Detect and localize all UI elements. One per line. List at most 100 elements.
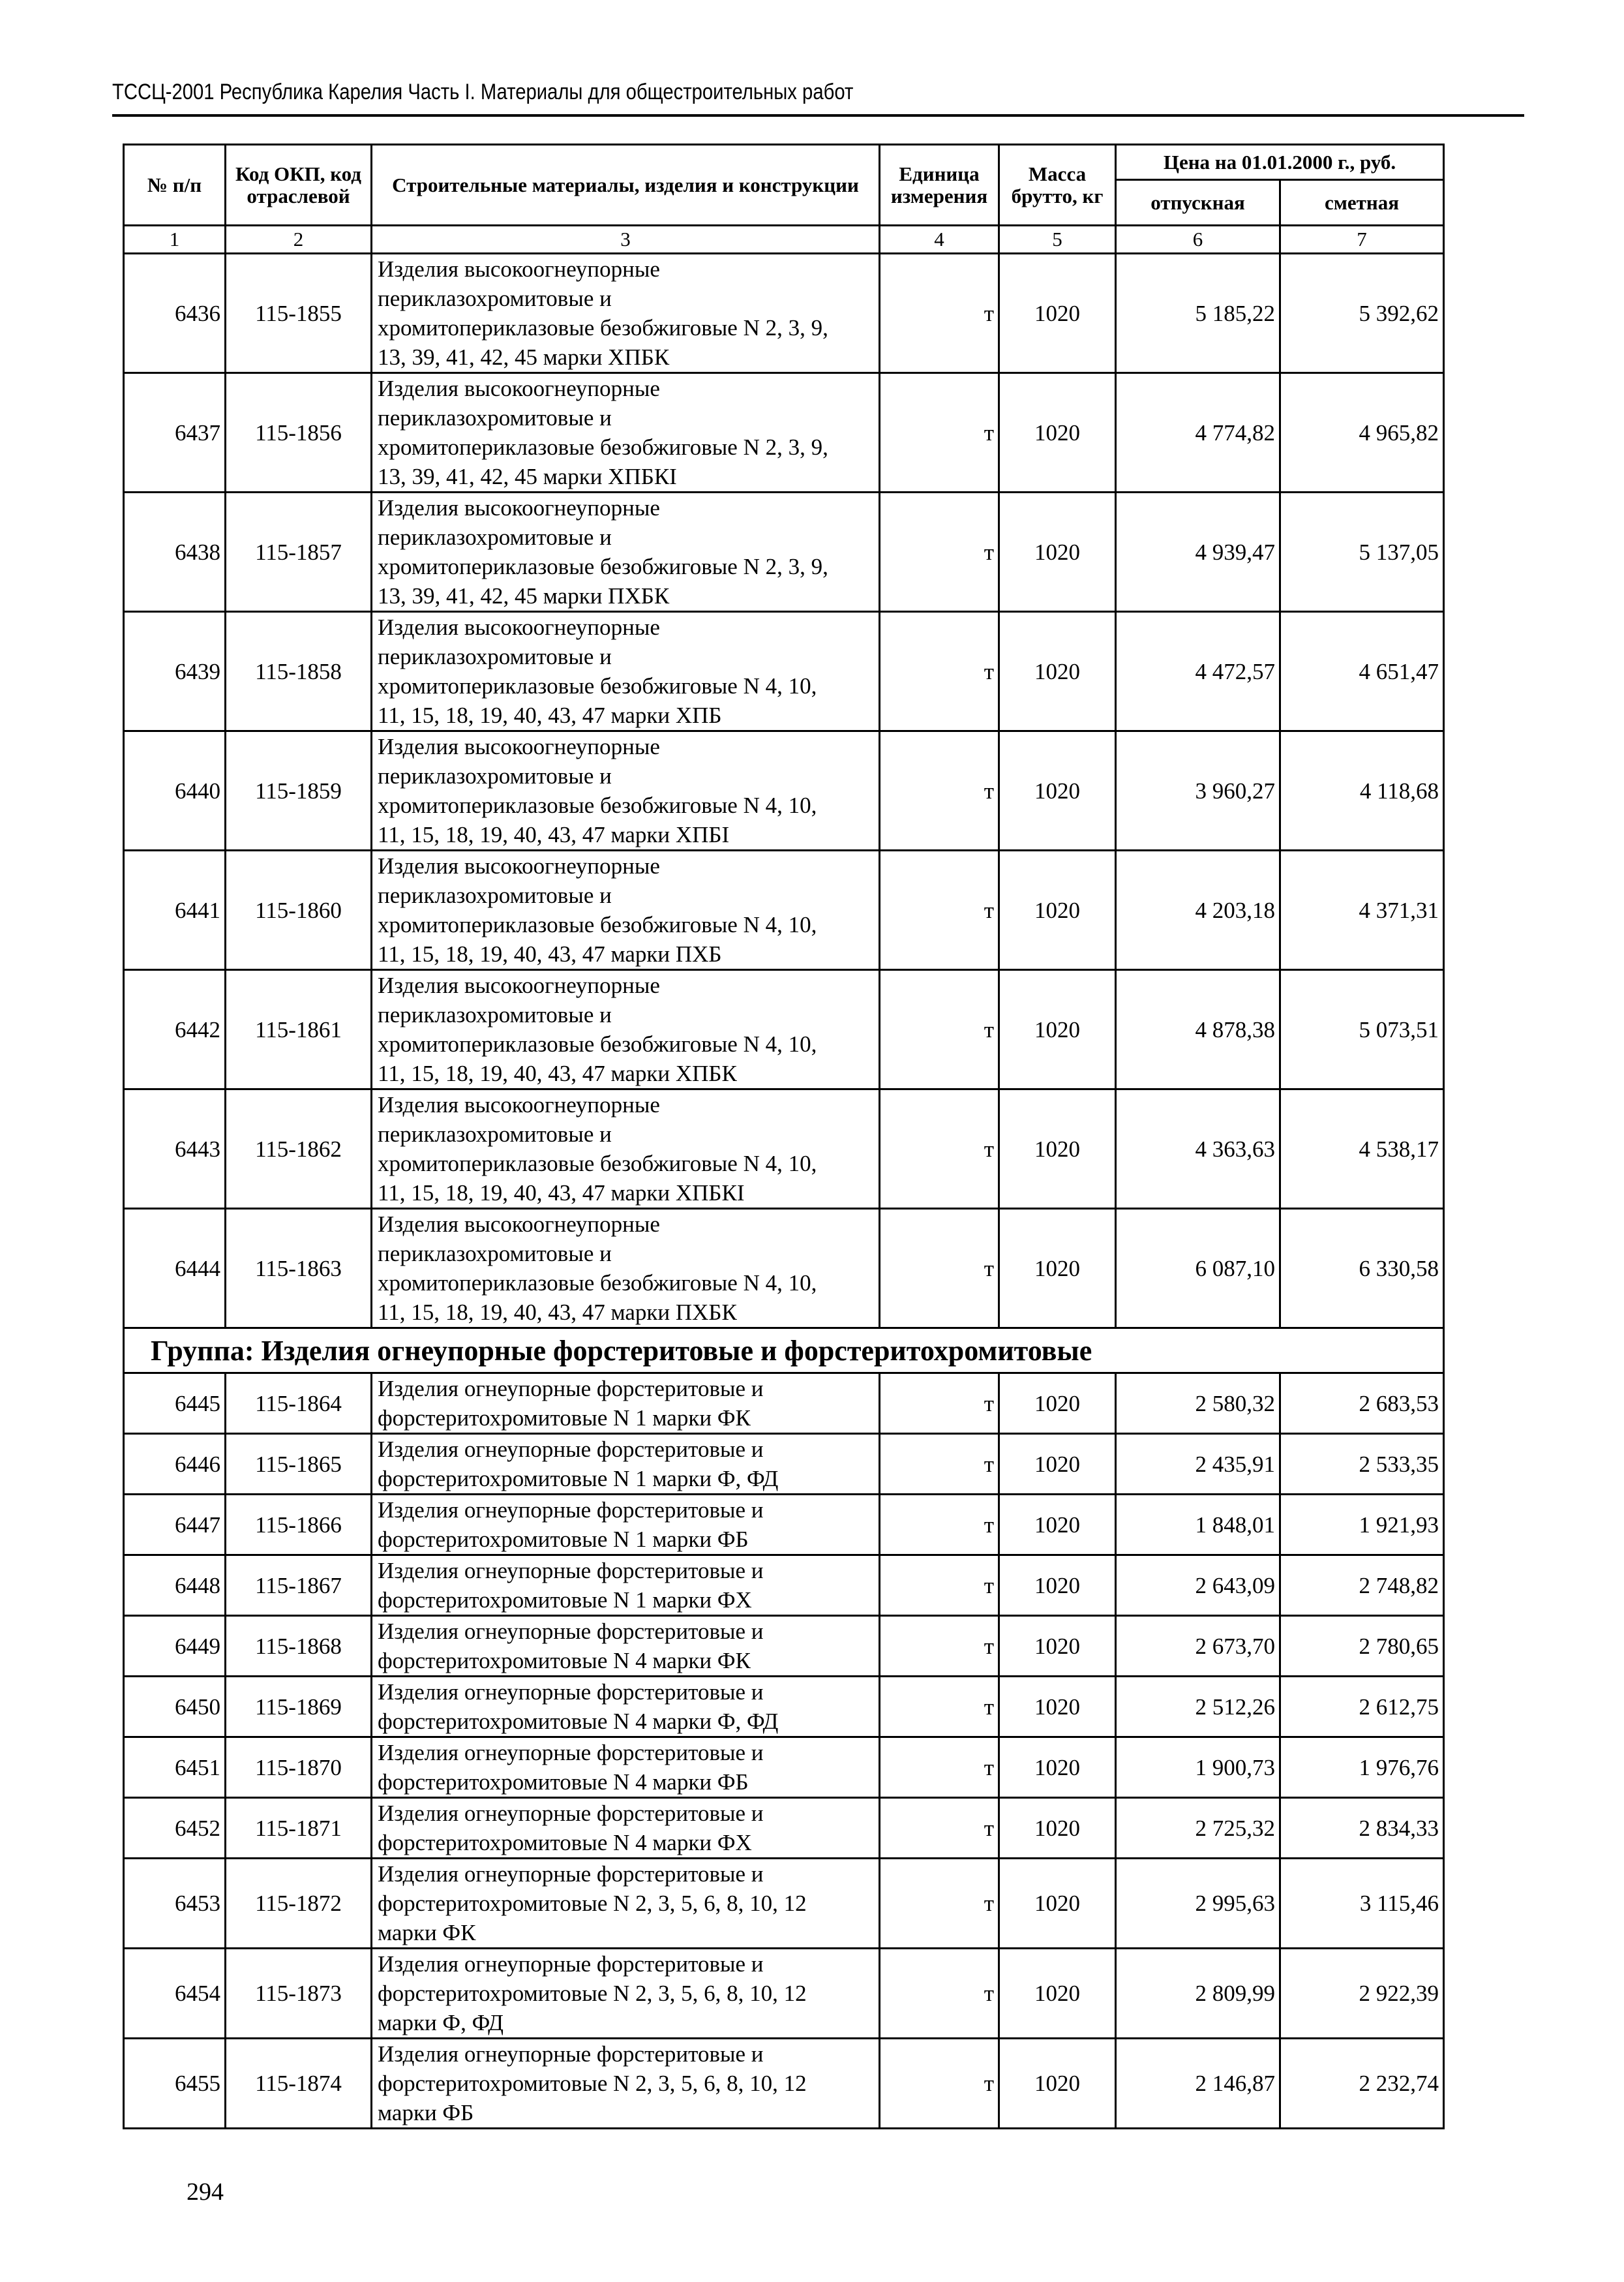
item-price-estimate: 2 232,74 <box>1278 2037 1445 2129</box>
item-mass: 1020 <box>998 849 1117 971</box>
item-price-release: 5 185,22 <box>1115 252 1281 374</box>
item-name: Изделия огнеупорные форстеритовые и форс… <box>370 1857 880 1949</box>
item-mass: 1020 <box>998 1433 1117 1495</box>
table-row: 6454 115-1873 Изделия огнеупорные форстери… <box>123 1947 1445 2039</box>
item-number: 6445 <box>123 1372 226 1435</box>
item-code: 115-1865 <box>224 1433 372 1495</box>
item-mass: 1020 <box>998 1947 1117 2039</box>
item-mass: 1020 <box>998 1493 1117 1556</box>
header-code: Код ОКП, код отраслевой <box>224 144 372 226</box>
item-price-estimate: 2 612,75 <box>1278 1675 1445 1738</box>
item-number: 6449 <box>123 1615 226 1677</box>
item-number: 6437 <box>123 372 226 493</box>
item-price-estimate: 2 748,82 <box>1278 1554 1445 1617</box>
item-code: 115-1869 <box>224 1675 372 1738</box>
item-number: 6450 <box>123 1675 226 1738</box>
item-price-release: 2 995,63 <box>1115 1857 1281 1949</box>
item-code: 115-1873 <box>224 1947 372 2039</box>
item-name: Изделия высокоогнеупорные периклазохроми… <box>370 611 880 732</box>
header-unit: Единица измерения <box>879 144 1000 226</box>
item-number: 6444 <box>123 1208 226 1329</box>
item-price-estimate: 2 683,53 <box>1278 1372 1445 1435</box>
item-unit: т <box>879 1615 1000 1677</box>
item-price-estimate: 2 922,39 <box>1278 1947 1445 2039</box>
item-name: Изделия огнеупорные форстеритовые и форс… <box>370 1675 880 1738</box>
item-number: 6451 <box>123 1736 226 1799</box>
item-number: 6442 <box>123 969 226 1090</box>
item-unit: т <box>879 1736 1000 1799</box>
item-unit: т <box>879 491 1000 613</box>
item-price-estimate: 1 976,76 <box>1278 1736 1445 1799</box>
item-price-estimate: 2 533,35 <box>1278 1433 1445 1495</box>
item-code: 115-1871 <box>224 1797 372 1859</box>
table-row: 6451 115-1870 Изделия огнеупорные форстери… <box>123 1736 1445 1799</box>
item-unit: т <box>879 1947 1000 2039</box>
item-name: Изделия огнеупорные форстеритовые и форс… <box>370 2037 880 2129</box>
header-mass: Масса брутто, кг <box>998 144 1117 226</box>
item-mass: 1020 <box>998 1372 1117 1435</box>
item-code: 115-1857 <box>224 491 372 613</box>
header-price-release: отпускная <box>1115 179 1281 226</box>
item-unit: т <box>879 611 1000 732</box>
item-name: Изделия огнеупорные форстеритовые и форс… <box>370 1372 880 1435</box>
table-row: 6440 115-1859 Изделия высокоогнеупорные пе… <box>123 730 1445 851</box>
header-rule <box>112 114 1524 117</box>
item-code: 115-1867 <box>224 1554 372 1617</box>
item-code: 115-1866 <box>224 1493 372 1556</box>
item-price-estimate: 2 780,65 <box>1278 1615 1445 1677</box>
item-number: 6454 <box>123 1947 226 2039</box>
item-code: 115-1862 <box>224 1088 372 1209</box>
item-price-release: 2 580,32 <box>1115 1372 1281 1435</box>
table-row: 6448 115-1867 Изделия огнеупорные форстери… <box>123 1554 1445 1617</box>
table-row: 6445 115-1864 Изделия огнеупорные форстери… <box>123 1372 1445 1435</box>
item-number: 6436 <box>123 252 226 374</box>
item-mass: 1020 <box>998 252 1117 374</box>
item-price-release: 4 472,57 <box>1115 611 1281 732</box>
item-name: Изделия высокоогнеупорные периклазохроми… <box>370 1088 880 1209</box>
item-unit: т <box>879 849 1000 971</box>
item-code: 115-1861 <box>224 969 372 1090</box>
item-price-estimate: 5 392,62 <box>1278 252 1445 374</box>
item-code: 115-1874 <box>224 2037 372 2129</box>
item-price-release: 4 878,38 <box>1115 969 1281 1090</box>
item-name: Изделия огнеупорные форстеритовые и форс… <box>370 1797 880 1859</box>
item-price-release: 2 146,87 <box>1115 2037 1281 2129</box>
item-mass: 1020 <box>998 1208 1117 1329</box>
item-price-release: 2 435,91 <box>1115 1433 1281 1495</box>
item-number: 6438 <box>123 491 226 613</box>
item-price-estimate: 4 118,68 <box>1278 730 1445 851</box>
item-code: 115-1855 <box>224 252 372 374</box>
item-price-release: 4 774,82 <box>1115 372 1281 493</box>
item-price-release: 4 363,63 <box>1115 1088 1281 1209</box>
column-number: 4 <box>879 224 1000 254</box>
item-name: Изделия огнеупорные форстеритовые и форс… <box>370 1736 880 1799</box>
item-unit: т <box>879 1675 1000 1738</box>
item-number: 6446 <box>123 1433 226 1495</box>
item-unit: т <box>879 1433 1000 1495</box>
column-number: 2 <box>224 224 372 254</box>
item-unit: т <box>879 730 1000 851</box>
item-price-release: 3 960,27 <box>1115 730 1281 851</box>
item-unit: т <box>879 1493 1000 1556</box>
table-row: 6443 115-1862 Изделия высокоогнеупорные пе… <box>123 1088 1445 1209</box>
item-name: Изделия огнеупорные форстеритовые и форс… <box>370 1433 880 1495</box>
item-mass: 1020 <box>998 1675 1117 1738</box>
item-name: Изделия высокоогнеупорные периклазохроми… <box>370 491 880 613</box>
table-row: 6441 115-1860 Изделия высокоогнеупорные пе… <box>123 849 1445 971</box>
table-row: 6450 115-1869 Изделия огнеупорные форстери… <box>123 1675 1445 1738</box>
item-name: Изделия высокоогнеупорные периклазохроми… <box>370 372 880 493</box>
item-price-release: 2 809,99 <box>1115 1947 1281 2039</box>
item-mass: 1020 <box>998 491 1117 613</box>
table-row: 6437 115-1856 Изделия высокоогнеупорные пе… <box>123 372 1445 493</box>
item-name: Изделия высокоогнеупорные периклазохроми… <box>370 969 880 1090</box>
column-number: 7 <box>1278 224 1445 254</box>
item-price-estimate: 4 651,47 <box>1278 611 1445 732</box>
table-row: 6446 115-1865 Изделия огнеупорные форстери… <box>123 1433 1445 1495</box>
item-unit: т <box>879 252 1000 374</box>
item-code: 115-1856 <box>224 372 372 493</box>
item-price-estimate: 2 834,33 <box>1278 1797 1445 1859</box>
item-price-release: 2 725,32 <box>1115 1797 1281 1859</box>
item-price-estimate: 6 330,58 <box>1278 1208 1445 1329</box>
item-unit: т <box>879 1208 1000 1329</box>
item-name: Изделия огнеупорные форстеритовые и форс… <box>370 1615 880 1677</box>
